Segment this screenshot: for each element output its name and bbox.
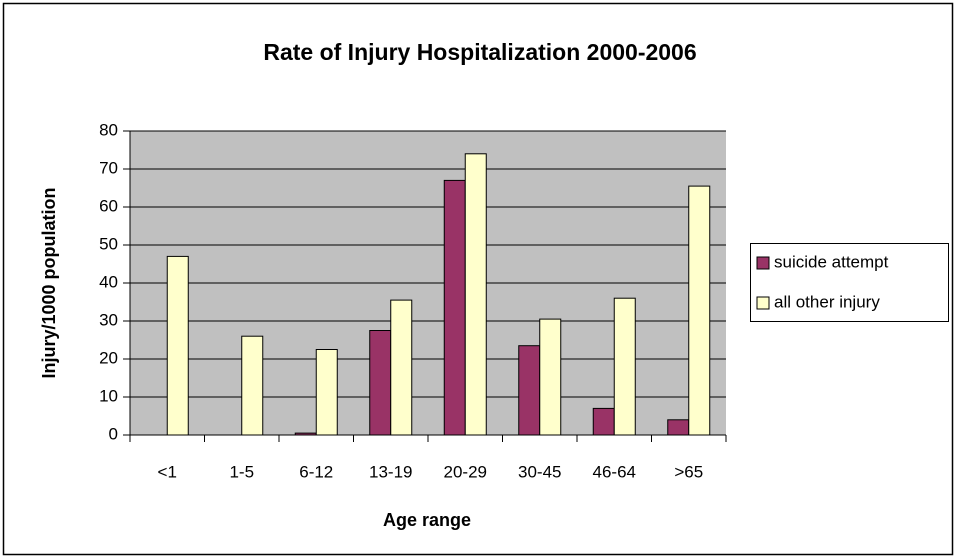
bar	[592, 407, 615, 436]
x-axis-label: Age range	[383, 510, 471, 530]
y-tick-label: 70	[99, 158, 118, 177]
bar	[688, 185, 711, 436]
bar	[667, 419, 690, 436]
y-axis-label: Injury/1000 population	[39, 187, 59, 378]
bar	[166, 255, 189, 436]
y-tick-label: 40	[99, 272, 118, 291]
x-tick-label: 20-29	[444, 462, 487, 481]
y-tick-label: 60	[99, 196, 118, 215]
legend-label: all other injury	[774, 292, 880, 311]
y-tick-label: 0	[109, 424, 118, 443]
bar	[443, 179, 466, 436]
bar	[315, 349, 338, 436]
bar	[241, 335, 264, 436]
legend-swatch	[756, 296, 770, 310]
x-tick-label: 46-64	[593, 462, 636, 481]
x-tick-label: 6-12	[299, 462, 333, 481]
y-tick-label: 20	[99, 348, 118, 367]
x-tick-label: 13-19	[369, 462, 412, 481]
bar	[390, 299, 413, 436]
x-tick-label: <1	[158, 462, 177, 481]
y-tick-label: 10	[99, 386, 118, 405]
legend-swatch	[756, 256, 770, 270]
bar	[369, 330, 392, 436]
bar	[464, 153, 487, 436]
y-tick-label: 30	[99, 310, 118, 329]
bar	[539, 318, 562, 436]
bar	[518, 345, 541, 436]
legend-label: suicide attempt	[774, 252, 889, 271]
x-tick-label: >65	[674, 462, 703, 481]
bar	[613, 297, 636, 436]
legend-box	[750, 243, 949, 322]
chart-title: Rate of Injury Hospitalization 2000-2006	[263, 39, 696, 65]
x-tick-label: 1-5	[229, 462, 254, 481]
x-tick-label: 30-45	[518, 462, 561, 481]
y-tick-label: 80	[99, 120, 118, 139]
y-tick-label: 50	[99, 234, 118, 253]
